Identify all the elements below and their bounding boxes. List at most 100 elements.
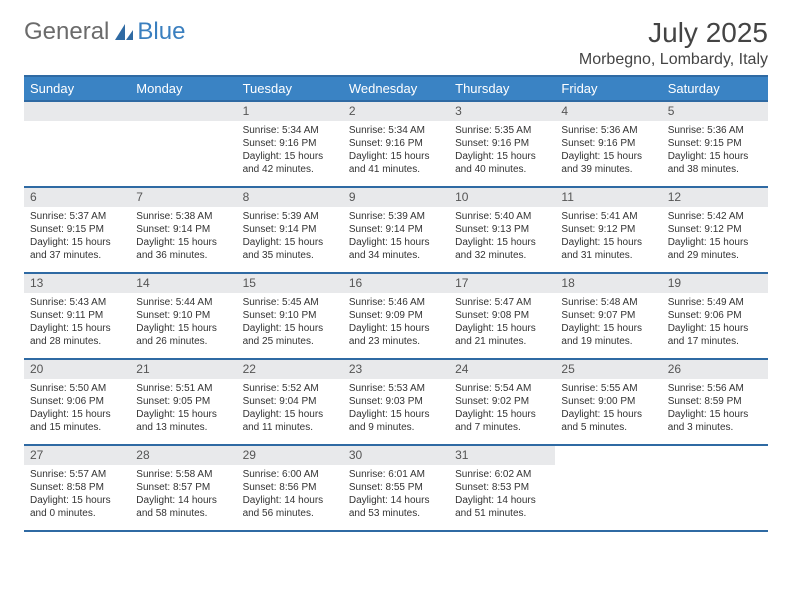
weekday-header: Sunday: [24, 77, 130, 101]
weekday-header: Friday: [555, 77, 661, 101]
sunrise-line: Sunrise: 5:36 AM: [561, 124, 655, 137]
day-number: 10: [449, 188, 555, 208]
daylight-line: Daylight: 15 hours and 5 minutes.: [561, 408, 655, 434]
day-body: Sunrise: 5:55 AMSunset: 9:00 PMDaylight:…: [555, 379, 661, 438]
daylight-line: Daylight: 15 hours and 26 minutes.: [136, 322, 230, 348]
daylight-line: Daylight: 15 hours and 42 minutes.: [243, 150, 337, 176]
sunset-line: Sunset: 9:14 PM: [243, 223, 337, 236]
sunset-line: Sunset: 9:16 PM: [349, 137, 443, 150]
daylight-line: Daylight: 15 hours and 11 minutes.: [243, 408, 337, 434]
calendar-row: 13Sunrise: 5:43 AMSunset: 9:11 PMDayligh…: [24, 273, 768, 359]
day-body: Sunrise: 5:46 AMSunset: 9:09 PMDaylight:…: [343, 293, 449, 352]
day-number: 29: [237, 446, 343, 466]
sunrise-line: Sunrise: 5:48 AM: [561, 296, 655, 309]
calendar-cell: 21Sunrise: 5:51 AMSunset: 9:05 PMDayligh…: [130, 359, 236, 445]
daylight-line: Daylight: 15 hours and 3 minutes.: [668, 408, 762, 434]
sunset-line: Sunset: 9:16 PM: [243, 137, 337, 150]
day-body: Sunrise: 5:52 AMSunset: 9:04 PMDaylight:…: [237, 379, 343, 438]
day-body: Sunrise: 6:02 AMSunset: 8:53 PMDaylight:…: [449, 465, 555, 524]
calendar-cell: 26Sunrise: 5:56 AMSunset: 8:59 PMDayligh…: [662, 359, 768, 445]
sunset-line: Sunset: 9:14 PM: [136, 223, 230, 236]
title-block: July 2025 Morbegno, Lombardy, Italy: [579, 18, 768, 69]
logo-text-blue: Blue: [137, 18, 185, 46]
day-body: Sunrise: 5:58 AMSunset: 8:57 PMDaylight:…: [130, 465, 236, 524]
weekday-header: Wednesday: [343, 77, 449, 101]
calendar-cell: 5Sunrise: 5:36 AMSunset: 9:15 PMDaylight…: [662, 101, 768, 187]
weekday-header: Thursday: [449, 77, 555, 101]
day-body: Sunrise: 5:40 AMSunset: 9:13 PMDaylight:…: [449, 207, 555, 266]
day-body: Sunrise: 5:38 AMSunset: 9:14 PMDaylight:…: [130, 207, 236, 266]
calendar-cell: 23Sunrise: 5:53 AMSunset: 9:03 PMDayligh…: [343, 359, 449, 445]
day-number: 14: [130, 274, 236, 294]
calendar-row: 27Sunrise: 5:57 AMSunset: 8:58 PMDayligh…: [24, 445, 768, 531]
day-body: Sunrise: 5:51 AMSunset: 9:05 PMDaylight:…: [130, 379, 236, 438]
calendar-cell: 14 Sunrise: 5:44 AMSunset: 9:10 PMDayligh…: [130, 273, 236, 359]
day-body: Sunrise: 5:36 AMSunset: 9:16 PMDaylight:…: [555, 121, 661, 180]
day-number: 21: [130, 360, 236, 380]
sunset-line: Sunset: 9:00 PM: [561, 395, 655, 408]
sunset-line: Sunset: 9:07 PM: [561, 309, 655, 322]
page-title: July 2025: [579, 18, 768, 49]
calendar-cell: 13Sunrise: 5:43 AMSunset: 9:11 PMDayligh…: [24, 273, 130, 359]
sunset-line: Sunset: 9:08 PM: [455, 309, 549, 322]
day-number: 27: [24, 446, 130, 466]
sunset-line: Sunset: 9:03 PM: [349, 395, 443, 408]
day-number-empty: [130, 102, 236, 122]
calendar-cell: 22Sunrise: 5:52 AMSunset: 9:04 PMDayligh…: [237, 359, 343, 445]
day-body: Sunrise: 5:53 AMSunset: 9:03 PMDaylight:…: [343, 379, 449, 438]
day-body: Sunrise: 5:49 AMSunset: 9:06 PMDaylight:…: [662, 293, 768, 352]
day-body: Sunrise: 6:00 AMSunset: 8:56 PMDaylight:…: [237, 465, 343, 524]
day-number: 8: [237, 188, 343, 208]
calendar-row: 6Sunrise: 5:37 AMSunset: 9:15 PMDaylight…: [24, 187, 768, 273]
day-body: Sunrise: 5:41 AMSunset: 9:12 PMDaylight:…: [555, 207, 661, 266]
day-body: Sunrise: 5:47 AMSunset: 9:08 PMDaylight:…: [449, 293, 555, 352]
sunrise-line: Sunrise: 5:44 AM: [136, 296, 230, 309]
sunset-line: Sunset: 9:15 PM: [30, 223, 124, 236]
sunrise-line: Sunrise: 5:57 AM: [30, 468, 124, 481]
sunset-line: Sunset: 9:16 PM: [561, 137, 655, 150]
day-body: Sunrise: 5:50 AMSunset: 9:06 PMDaylight:…: [24, 379, 130, 438]
sunrise-line: Sunrise: 5:34 AM: [349, 124, 443, 137]
calendar-cell: 1 Sunrise: 5:34 AMSunset: 9:16 PMDaylight…: [237, 101, 343, 187]
sunrise-line: Sunrise: 5:43 AM: [30, 296, 124, 309]
calendar-cell: 31Sunrise: 6:02 AMSunset: 8:53 PMDayligh…: [449, 445, 555, 531]
daylight-line: Daylight: 15 hours and 0 minutes.: [30, 494, 124, 520]
day-number-empty: [24, 102, 130, 122]
sunrise-line: Sunrise: 5:34 AM: [243, 124, 337, 137]
sunrise-line: Sunrise: 5:50 AM: [30, 382, 124, 395]
calendar-cell: [555, 445, 661, 531]
calendar-cell: 17Sunrise: 5:47 AMSunset: 9:08 PMDayligh…: [449, 273, 555, 359]
sunrise-line: Sunrise: 5:41 AM: [561, 210, 655, 223]
daylight-line: Daylight: 15 hours and 25 minutes.: [243, 322, 337, 348]
weekday-header: Tuesday: [237, 77, 343, 101]
calendar-cell: 6Sunrise: 5:37 AMSunset: 9:15 PMDaylight…: [24, 187, 130, 273]
sunrise-line: Sunrise: 5:54 AM: [455, 382, 549, 395]
day-body: Sunrise: 5:48 AMSunset: 9:07 PMDaylight:…: [555, 293, 661, 352]
sunrise-line: Sunrise: 5:42 AM: [668, 210, 762, 223]
calendar-cell: 16Sunrise: 5:46 AMSunset: 9:09 PMDayligh…: [343, 273, 449, 359]
sunset-line: Sunset: 8:59 PM: [668, 395, 762, 408]
daylight-line: Daylight: 15 hours and 28 minutes.: [30, 322, 124, 348]
day-number: 19: [662, 274, 768, 294]
day-body: Sunrise: 5:39 AMSunset: 9:14 PMDaylight:…: [343, 207, 449, 266]
daylight-line: Daylight: 15 hours and 38 minutes.: [668, 150, 762, 176]
calendar-cell: [130, 101, 236, 187]
sunset-line: Sunset: 8:57 PM: [136, 481, 230, 494]
sunrise-line: Sunrise: 5:55 AM: [561, 382, 655, 395]
day-number: 23: [343, 360, 449, 380]
day-number: 30: [343, 446, 449, 466]
day-number: 4: [555, 102, 661, 122]
day-number: 12: [662, 188, 768, 208]
sunset-line: Sunset: 8:55 PM: [349, 481, 443, 494]
calendar-cell: 12Sunrise: 5:42 AMSunset: 9:12 PMDayligh…: [662, 187, 768, 273]
calendar-table: SundayMondayTuesdayWednesdayThursdayFrid…: [24, 77, 768, 532]
sunset-line: Sunset: 9:10 PM: [136, 309, 230, 322]
day-number: 28: [130, 446, 236, 466]
sunset-line: Sunset: 9:12 PM: [668, 223, 762, 236]
sunrise-line: Sunrise: 5:36 AM: [668, 124, 762, 137]
day-number: 1: [237, 102, 343, 122]
day-body: Sunrise: 5:43 AMSunset: 9:11 PMDaylight:…: [24, 293, 130, 352]
day-body: Sunrise: 6:01 AMSunset: 8:55 PMDaylight:…: [343, 465, 449, 524]
daylight-line: Daylight: 15 hours and 36 minutes.: [136, 236, 230, 262]
sunset-line: Sunset: 9:09 PM: [349, 309, 443, 322]
